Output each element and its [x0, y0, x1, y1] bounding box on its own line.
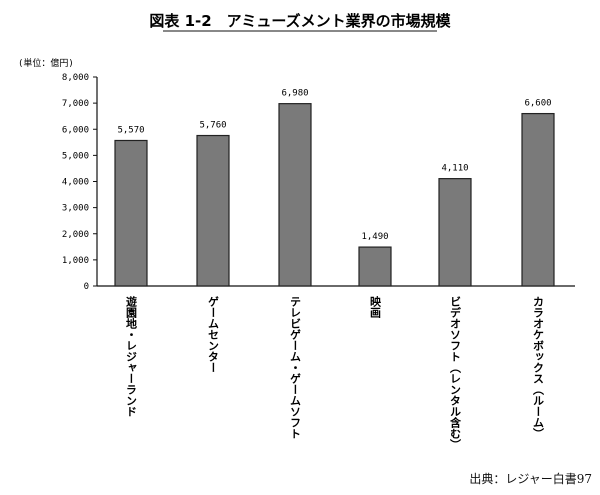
value-label: 1,490 [361, 232, 388, 242]
y-tick-label: 8,000 [62, 73, 89, 83]
value-label: 5,760 [199, 121, 226, 131]
y-tick-label: 2,000 [62, 230, 89, 240]
bar [196, 134, 230, 287]
y-tick-label: 6,000 [62, 125, 89, 135]
category-labels: 遊園地・レジャーランド ゲームセンター テレビゲーム・ゲームソフト 映画 ビデオソフト（… [125, 295, 546, 450]
bar [521, 112, 555, 287]
y-tick-label: 3,000 [62, 204, 89, 214]
unit-label: (単位：億円) [18, 57, 74, 69]
bar [278, 103, 312, 287]
value-labels: 5,570 5,760 6,980 1,490 4,110 6,600 [117, 89, 551, 242]
y-tick-label: 1,000 [62, 256, 89, 266]
value-label: 5,570 [117, 125, 144, 135]
y-axis: 0 1,000 2,000 3,000 4,000 5,000 6,000 7,000 8,00… [62, 73, 575, 292]
bars [114, 103, 555, 287]
chart-title: 図表 1-2 アミューズメント業界の市場規模 [149, 12, 451, 30]
category-label: 映画 [369, 295, 382, 319]
value-label: 6,600 [524, 99, 551, 109]
category-label: ゲームセンター [207, 295, 220, 373]
y-tick-label: 0 [84, 282, 89, 292]
category-label: カラオケボックス（ルーム） [532, 296, 546, 439]
bar [114, 139, 148, 287]
value-label: 4,110 [441, 164, 468, 174]
y-tick-label: 7,000 [62, 99, 89, 109]
value-label: 6,980 [281, 89, 308, 99]
y-tick-label: 5,000 [62, 151, 89, 161]
category-label: テレビゲーム・ゲームソフト [289, 296, 302, 439]
y-tick-label: 4,000 [62, 178, 89, 188]
source-note: 出典：レジャー白書97 [469, 472, 592, 486]
bar [438, 178, 472, 287]
category-label: 遊園地・レジャーランド [125, 295, 138, 417]
category-label: ビデオソフト（レンタル含む） [449, 296, 463, 450]
bar [358, 246, 392, 287]
